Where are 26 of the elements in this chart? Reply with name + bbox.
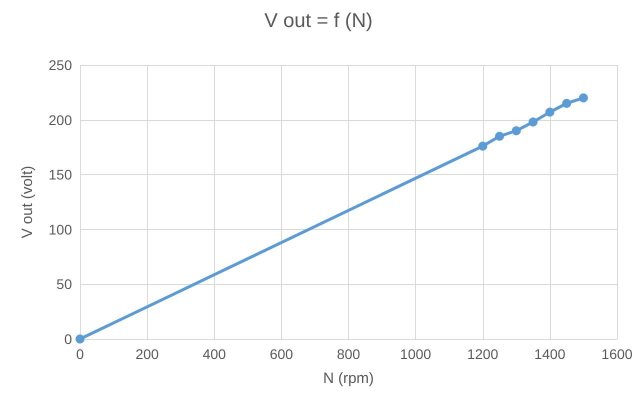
y-tick-label: 0: [64, 331, 72, 347]
y-axis-title: V out (volt): [19, 166, 36, 238]
point: [512, 126, 521, 136]
x-axis-title: N (rpm): [323, 370, 374, 387]
y-tick-label: 250: [48, 57, 72, 73]
y-tick-label: 50: [56, 276, 72, 292]
x-tick-label: 800: [336, 346, 360, 362]
point: [478, 142, 488, 151]
x-tick-label: 1600: [601, 346, 633, 362]
y-tick-label: 200: [48, 112, 72, 128]
point: [528, 117, 538, 126]
x-tick-label: 600: [270, 346, 294, 362]
x-tick-label: 1200: [467, 346, 499, 362]
x-tick-label: 0: [76, 346, 84, 362]
point: [562, 98, 572, 108]
x-tick-label: 1400: [534, 346, 566, 362]
x-tick-label: 1000: [400, 346, 432, 362]
point: [495, 132, 504, 141]
y-tick-label: 100: [48, 221, 72, 238]
y-tick-label: 150: [48, 166, 72, 183]
x-tick-label: 200: [135, 346, 160, 362]
chart-title: V out = f (N): [264, 10, 373, 32]
point: [545, 108, 554, 117]
x-tick-label: 400: [202, 346, 226, 362]
point: [578, 93, 588, 102]
point: [76, 334, 84, 344]
